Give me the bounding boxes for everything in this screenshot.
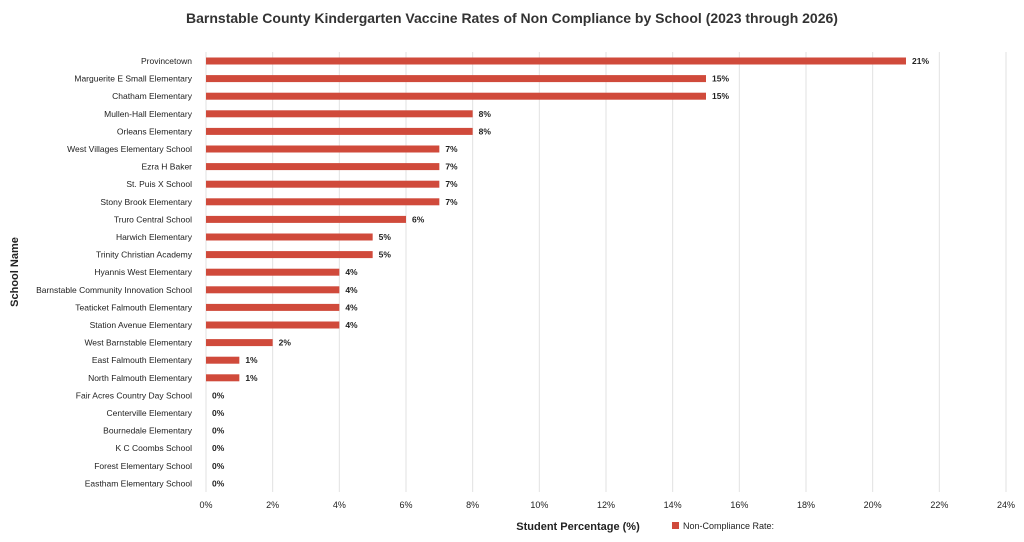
x-tick-label: 22% [930, 500, 948, 510]
bar [206, 303, 340, 311]
category-label: East Falmouth Elementary [92, 355, 193, 365]
data-label: 2% [279, 338, 292, 348]
x-tick-label: 12% [597, 500, 615, 510]
category-label: Truro Central School [114, 214, 192, 224]
chart-title: Barnstable County Kindergarten Vaccine R… [186, 10, 838, 26]
category-label: Teaticket Falmouth Elementary [75, 302, 192, 312]
x-tick-label: 6% [399, 500, 412, 510]
category-label: Hyannis West Elementary [94, 267, 192, 277]
bar [206, 145, 440, 153]
x-tick-labels: 0% 2% 4% 6% 8% 10% 12% 14% 16% 18% 20% 22% 24% [199, 500, 1015, 510]
bar [206, 215, 406, 223]
data-label: 0% [212, 408, 225, 418]
data-label: 4% [345, 285, 358, 295]
category-labels: Provincetown Marguerite E Small Elementar… [36, 56, 193, 488]
data-label: 4% [345, 320, 358, 330]
category-label: Chatham Elementary [112, 91, 193, 101]
x-axis-title: Student Percentage (%) [516, 521, 640, 533]
data-label: 8% [479, 126, 492, 136]
x-tick-label: 14% [664, 500, 682, 510]
bar [206, 321, 340, 329]
category-label: Forest Elementary School [94, 461, 192, 471]
bar [206, 57, 906, 65]
category-label: Station Avenue Elementary [90, 320, 193, 330]
bar [206, 251, 373, 259]
data-label: 0% [212, 426, 225, 436]
bar [206, 75, 706, 83]
data-label: 8% [479, 109, 492, 119]
data-label: 0% [212, 390, 225, 400]
bar [206, 286, 340, 294]
category-label: North Falmouth Elementary [88, 373, 193, 383]
bar [206, 110, 473, 118]
data-label: 1% [245, 355, 258, 365]
data-label: 0% [212, 461, 225, 471]
x-tick-label: 0% [199, 500, 212, 510]
x-tick-label: 24% [997, 500, 1015, 510]
category-label: Eastham Elementary School [85, 478, 192, 488]
data-label: 6% [412, 214, 425, 224]
category-label: Centerville Elementary [106, 408, 192, 418]
data-label: 7% [445, 144, 458, 154]
data-label: 0% [212, 478, 225, 488]
category-label: Orleans Elementary [117, 126, 193, 136]
category-label: Provincetown [141, 56, 192, 66]
data-label: 5% [379, 250, 392, 260]
category-label: Bournedale Elementary [103, 426, 193, 436]
category-label: Trinity Christian Academy [96, 250, 193, 260]
bar [206, 339, 273, 347]
data-label: 7% [445, 179, 458, 189]
x-tick-label: 16% [730, 500, 748, 510]
data-label: 4% [345, 302, 358, 312]
data-label: 15% [712, 74, 729, 84]
category-label: Harwich Elementary [116, 232, 193, 242]
legend-label: Non-Compliance Rate: [683, 521, 774, 531]
bar [206, 180, 440, 188]
bar [206, 233, 373, 241]
x-tick-label: 2% [266, 500, 279, 510]
gridlines [205, 52, 1007, 492]
category-label: Fair Acres Country Day School [76, 390, 192, 400]
category-label: Ezra H Baker [141, 162, 192, 172]
y-axis-title: School Name [9, 237, 21, 307]
category-label: Stony Brook Elementary [100, 197, 192, 207]
data-label: 21% [912, 56, 929, 66]
bar [206, 268, 340, 276]
data-label: 4% [345, 267, 358, 277]
data-label: 7% [445, 197, 458, 207]
category-label: Barnstable Community Innovation School [36, 285, 192, 295]
category-label: West Villages Elementary School [67, 144, 192, 154]
category-label: Mullen-Hall Elementary [104, 109, 193, 119]
legend-swatch [672, 522, 679, 529]
bar [206, 356, 240, 364]
bar [206, 198, 440, 206]
x-tick-label: 4% [333, 500, 346, 510]
x-tick-label: 8% [466, 500, 479, 510]
data-label: 7% [445, 162, 458, 172]
bar [206, 374, 240, 382]
bar [206, 163, 440, 171]
x-tick-label: 20% [864, 500, 882, 510]
bar [206, 127, 473, 135]
data-label: 5% [379, 232, 392, 242]
bar [206, 92, 706, 100]
category-label: K C Coombs School [115, 443, 192, 453]
category-label: St. Puis X School [126, 179, 192, 189]
legend: Non-Compliance Rate: [672, 521, 774, 531]
data-label: 15% [712, 91, 729, 101]
data-label: 0% [212, 443, 225, 453]
data-label: 1% [245, 373, 258, 383]
x-tick-label: 18% [797, 500, 815, 510]
category-label: West Barnstable Elementary [84, 338, 192, 348]
bars: 21% 15% 15% 8% 8% 7% 7% 7% 7% 6% 5% 5% 4% 4% 4% 4% 2% 1% 1… [206, 56, 929, 488]
category-label: Marguerite E Small Elementary [74, 74, 192, 84]
x-tick-label: 10% [530, 500, 548, 510]
